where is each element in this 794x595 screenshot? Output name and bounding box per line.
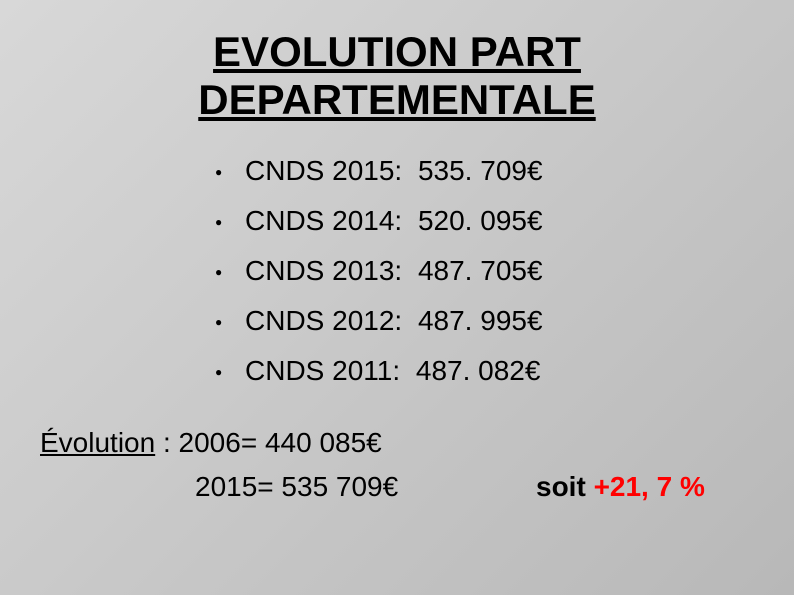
evolution-separator: : — [155, 427, 178, 458]
cnds-list: CNDS 2015: 535. 709€ CNDS 2014: 520. 095… — [215, 155, 754, 387]
title-line-2: DEPARTEMENTALE — [198, 76, 595, 123]
evolution-year2: 2015= 535 709€ — [195, 471, 398, 503]
list-item: CNDS 2015: 535. 709€ — [215, 155, 754, 187]
evolution-line-2: 2015= 535 709€ soit +21, 7 % — [195, 471, 754, 503]
evolution-label: Évolution — [40, 427, 155, 458]
list-item: CNDS 2014: 520. 095€ — [215, 205, 754, 237]
slide-title: EVOLUTION PART DEPARTEMENTALE — [40, 28, 754, 125]
list-item: CNDS 2012: 487. 995€ — [215, 305, 754, 337]
cnds-label: CNDS 2014: — [245, 205, 402, 237]
list-item: CNDS 2011: 487. 082€ — [215, 355, 754, 387]
cnds-label: CNDS 2011: — [245, 355, 400, 387]
cnds-value: 487. 082€ — [416, 355, 541, 387]
cnds-value: 487. 705€ — [418, 255, 543, 287]
slide-container: EVOLUTION PART DEPARTEMENTALE CNDS 2015:… — [0, 0, 794, 595]
evolution-section: Évolution : 2006= 440 085€ 2015= 535 709… — [40, 427, 754, 503]
cnds-label: CNDS 2012: — [245, 305, 402, 337]
cnds-value: 535. 709€ — [418, 155, 543, 187]
evolution-line-1: Évolution : 2006= 440 085€ — [40, 427, 754, 459]
cnds-value: 487. 995€ — [418, 305, 543, 337]
soit-wrapper: soit +21, 7 % — [536, 471, 705, 503]
title-line-1: EVOLUTION PART — [213, 28, 581, 75]
cnds-label: CNDS 2013: — [245, 255, 402, 287]
list-item: CNDS 2013: 487. 705€ — [215, 255, 754, 287]
cnds-label: CNDS 2015: — [245, 155, 402, 187]
soit-label: soit — [536, 471, 594, 502]
cnds-value: 520. 095€ — [418, 205, 543, 237]
percent-value: +21, 7 % — [594, 471, 705, 502]
evolution-year1: 2006= 440 085€ — [179, 427, 382, 458]
